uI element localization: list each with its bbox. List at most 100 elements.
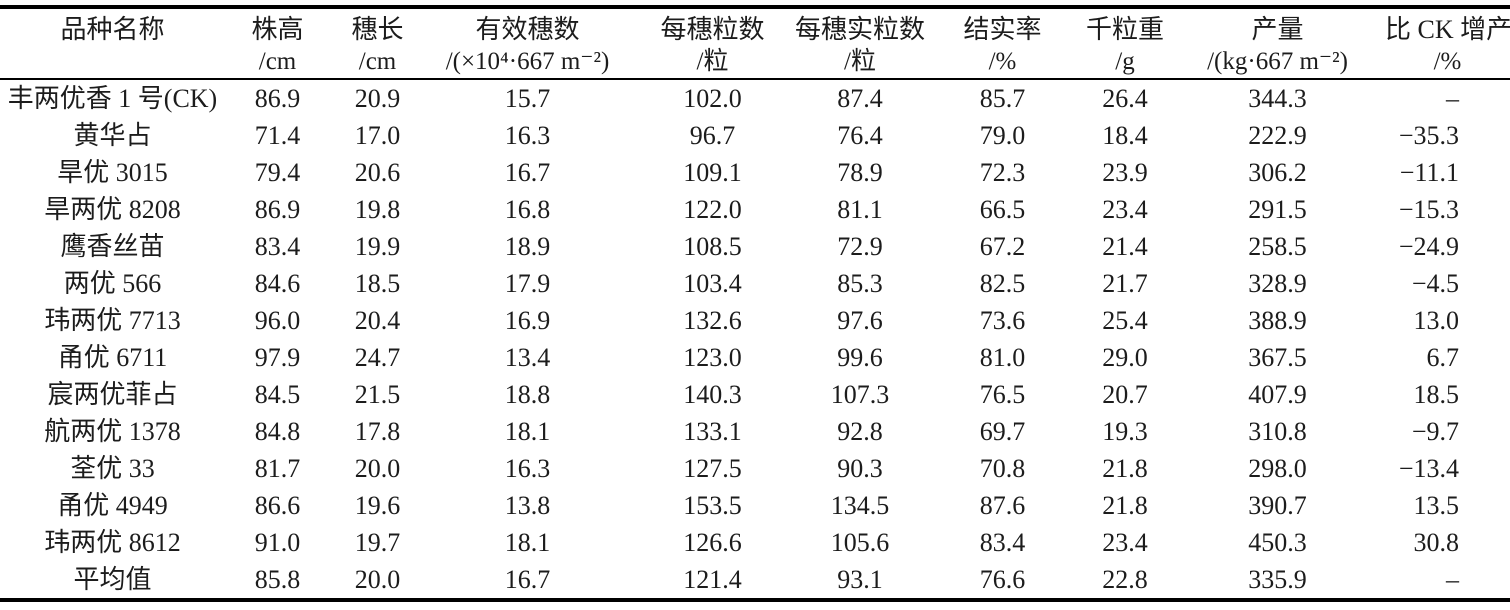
value-cell: 92.8 — [837, 417, 883, 446]
value-cell: 310.8 — [1248, 417, 1307, 446]
value-cell: 258.5 — [1248, 232, 1307, 261]
value-cell: – — [1446, 565, 1459, 594]
value-cell: 126.6 — [683, 528, 742, 557]
value-cell: 21.7 — [1102, 269, 1148, 298]
value-cell: 134.5 — [830, 491, 890, 520]
value-cell: 22.8 — [1102, 565, 1148, 594]
table-row: 玮两优 8612 91.0 19.7 18.1 126.6 105.6 83.4 23.4 45… — [0, 524, 1510, 561]
header-unit: /cm — [258, 48, 297, 75]
value-cell: 123.0 — [683, 343, 742, 372]
table-row: 玮两优 7713 96.0 20.4 16.9 132.6 97.6 73.6 25.4 388… — [0, 302, 1510, 339]
variety-name-cell: 旱优 3015 — [57, 158, 168, 187]
value-cell: 18.9 — [504, 232, 551, 261]
table-row: 甬优 6711 97.9 24.7 13.4 123.0 99.6 81.0 29.0 367.… — [0, 339, 1510, 376]
value-cell: 21.5 — [354, 380, 401, 409]
value-cell: 16.3 — [504, 121, 551, 150]
value-cell: 23.9 — [1102, 158, 1148, 187]
table-row: 宸两优菲占 84.5 21.5 18.8 140.3 107.3 76.5 20.7 407.9… — [0, 376, 1510, 413]
header-label: 穗长 — [351, 15, 404, 44]
variety-name-cell: 甬优 4949 — [57, 491, 168, 520]
variety-name-cell: 旱两优 8208 — [44, 195, 181, 224]
value-cell: 69.7 — [979, 417, 1026, 446]
value-cell: 82.5 — [979, 269, 1026, 298]
value-cell: 97.6 — [837, 306, 883, 335]
value-cell: 13.4 — [504, 343, 551, 372]
variety-name-cell: 荃优 33 — [70, 454, 155, 483]
value-cell: 103.4 — [683, 269, 742, 298]
value-cell: 140.3 — [683, 380, 742, 409]
variety-name-cell: 玮两优 7713 — [44, 306, 181, 335]
value-cell: 19.7 — [354, 528, 401, 557]
value-cell: 17.8 — [354, 417, 401, 446]
header-seed-setting-rate: 结实率 /% — [925, 7, 1080, 80]
value-cell: 18.1 — [504, 417, 551, 446]
value-cell: −24.9 — [1398, 232, 1459, 261]
value-cell: 76.5 — [979, 380, 1026, 409]
table-row: 航两优 1378 84.8 17.8 18.1 133.1 92.8 69.7 19.3 310… — [0, 413, 1510, 450]
value-cell: 91.0 — [254, 528, 301, 557]
value-cell: 81.0 — [979, 343, 1026, 372]
header-increase-vs-ck: 比 CK 增产 /% — [1385, 7, 1510, 80]
header-unit: /% — [988, 48, 1017, 75]
value-cell: 15.7 — [504, 84, 551, 113]
value-cell: 72.9 — [837, 232, 883, 261]
value-cell: 93.1 — [837, 565, 883, 594]
table-body: 丰两优香 1 号(CK) 86.9 20.9 15.7 102.0 87.4 85.7 26.… — [0, 79, 1510, 600]
value-cell: 291.5 — [1248, 195, 1307, 224]
value-cell: 97.9 — [254, 343, 301, 372]
header-thousand-grain-weight: 千粒重 /g — [1080, 7, 1170, 80]
header-label: 比 CK 增产 — [1385, 15, 1510, 44]
value-cell: 6.7 — [1426, 343, 1460, 372]
variety-trial-table-container: 品种名称 株高 /cm 穗长 /cm 有效穗数 /(×10⁴·667 m⁻²) … — [0, 5, 1510, 602]
value-cell: 108.5 — [683, 232, 742, 261]
value-cell: 70.8 — [979, 454, 1026, 483]
header-unit: /(×10⁴·667 m⁻²) — [445, 48, 610, 75]
value-cell: 367.5 — [1248, 343, 1307, 372]
value-cell: 222.9 — [1248, 121, 1307, 150]
variety-name-cell: 黄华占 — [73, 121, 152, 150]
value-cell: 19.9 — [354, 232, 401, 261]
value-cell: −4.5 — [1411, 269, 1459, 298]
value-cell: 13.0 — [1413, 306, 1460, 335]
variety-trial-table: 品种名称 株高 /cm 穗长 /cm 有效穗数 /(×10⁴·667 m⁻²) … — [0, 5, 1510, 602]
value-cell: 83.4 — [979, 528, 1026, 557]
value-cell: 306.2 — [1248, 158, 1307, 187]
table-header: 品种名称 株高 /cm 穗长 /cm 有效穗数 /(×10⁴·667 m⁻²) … — [0, 7, 1510, 80]
value-cell: −13.4 — [1398, 454, 1459, 483]
value-cell: 66.5 — [979, 195, 1026, 224]
value-cell: 388.9 — [1248, 306, 1307, 335]
header-label: 株高 — [251, 15, 304, 44]
value-cell: 20.6 — [354, 158, 401, 187]
value-cell: – — [1446, 84, 1459, 113]
value-cell: 79.4 — [254, 158, 301, 187]
value-cell: 344.3 — [1248, 84, 1307, 113]
value-cell: 20.4 — [354, 306, 401, 335]
table-row: 甬优 4949 86.6 19.6 13.8 153.5 134.5 87.6 21.8 390… — [0, 487, 1510, 524]
value-cell: 132.6 — [683, 306, 742, 335]
value-cell: 96.7 — [689, 121, 736, 150]
value-cell: 18.5 — [354, 269, 401, 298]
header-unit: /cm — [358, 48, 397, 75]
value-cell: 105.6 — [830, 528, 890, 557]
value-cell: 85.3 — [837, 269, 883, 298]
value-cell: 122.0 — [683, 195, 742, 224]
value-cell: 23.4 — [1102, 528, 1148, 557]
value-cell: 335.9 — [1248, 565, 1307, 594]
value-cell: 81.7 — [254, 454, 301, 483]
header-unit: /粒 — [844, 48, 876, 75]
value-cell: 81.1 — [837, 195, 883, 224]
value-cell: 16.7 — [504, 158, 551, 187]
value-cell: 99.6 — [837, 343, 883, 372]
value-cell: 90.3 — [837, 454, 883, 483]
header-unit — [0, 47, 225, 78]
value-cell: 84.5 — [254, 380, 301, 409]
value-cell: 121.4 — [683, 565, 742, 594]
variety-name-cell: 鹰香丝苗 — [60, 232, 165, 261]
value-cell: 298.0 — [1248, 454, 1307, 483]
value-cell: 21.8 — [1102, 454, 1148, 483]
header-panicle-length: 穗长 /cm — [330, 7, 425, 80]
value-cell: 86.9 — [254, 195, 301, 224]
table-row: 鹰香丝苗 83.4 19.9 18.9 108.5 72.9 67.2 21.4 258.5 −2… — [0, 228, 1510, 265]
variety-name-cell: 平均值 — [73, 565, 152, 594]
variety-name-cell: 甬优 6711 — [57, 343, 168, 372]
